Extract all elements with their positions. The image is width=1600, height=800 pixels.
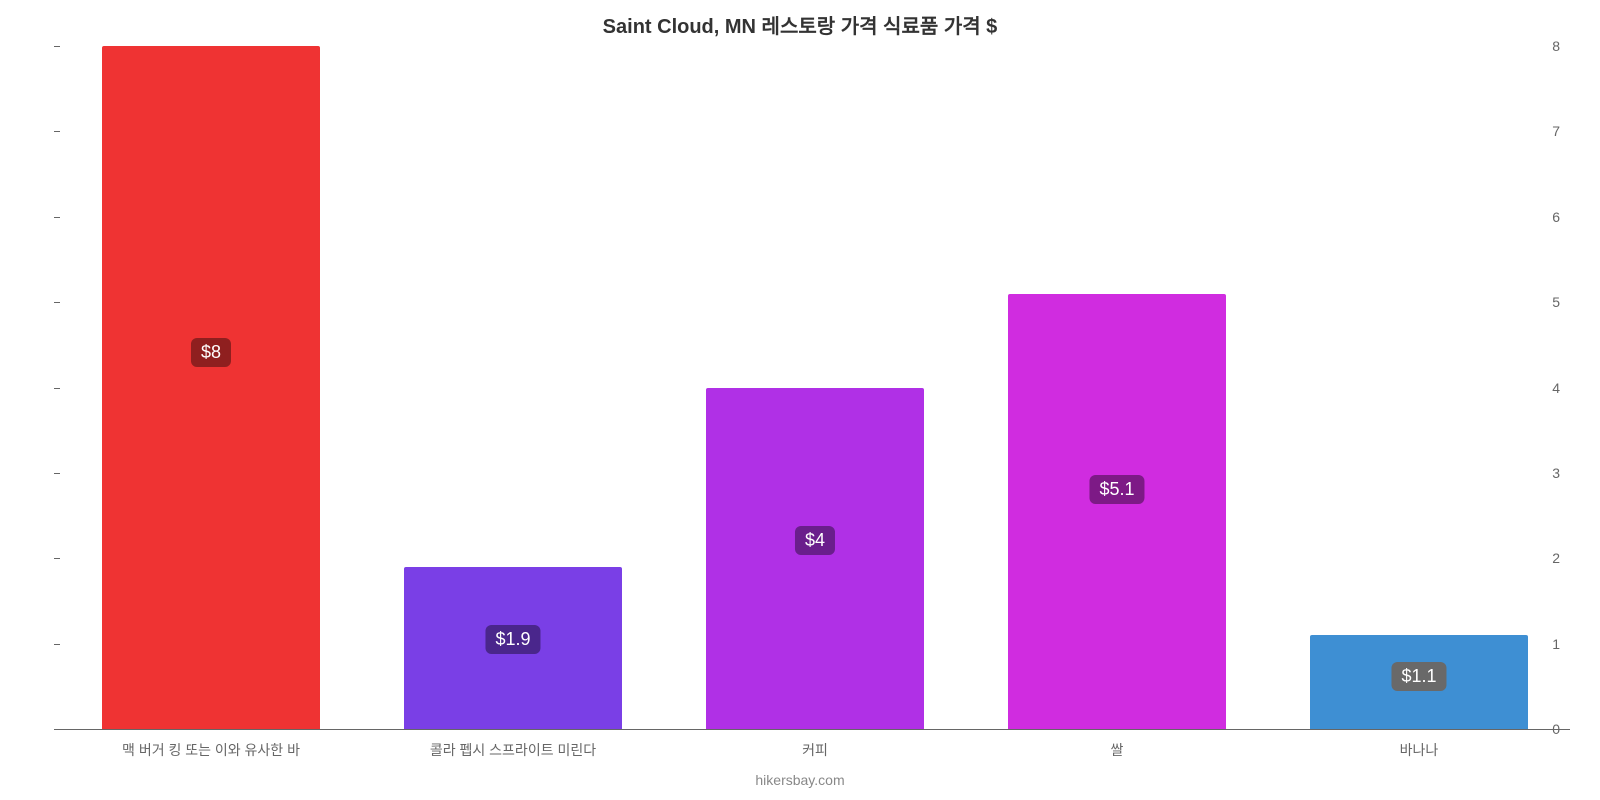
bar-value-label: $1.9 (485, 625, 540, 654)
bar-slot: $4 (664, 46, 966, 729)
x-axis-labels: 맥 버거 킹 또는 이와 유사한 바콜라 펩시 스프라이트 미린다커피쌀바나나 (60, 740, 1570, 760)
bar-value-label: $5.1 (1089, 475, 1144, 504)
x-axis-label: 맥 버거 킹 또는 이와 유사한 바 (60, 740, 362, 760)
chart-title: Saint Cloud, MN 레스토랑 가격 식료품 가격 $ (0, 10, 1600, 39)
y-tick-label: 1 (1552, 636, 1560, 652)
bar-value-label: $8 (191, 338, 231, 367)
x-axis-label: 콜라 펩시 스프라이트 미린다 (362, 740, 664, 760)
bar-slot: $5.1 (966, 46, 1268, 729)
bars-container: $8 $1.9 $4 $5.1 $1.1 (60, 46, 1570, 729)
y-tick-label: 3 (1552, 465, 1560, 481)
y-tick-label: 4 (1552, 380, 1560, 396)
bar-slot: $8 (60, 46, 362, 729)
bar: $1.9 (404, 567, 621, 729)
bar-slot: $1.1 (1268, 46, 1570, 729)
y-tick (54, 729, 60, 730)
bar: $8 (102, 46, 319, 729)
bar: $4 (706, 388, 923, 730)
y-tick-label: 2 (1552, 550, 1560, 566)
bar-value-label: $4 (795, 526, 835, 555)
bar-slot: $1.9 (362, 46, 664, 729)
x-axis-label: 쌀 (966, 740, 1268, 760)
chart-plot-area: $8$1.9$4$5.1$1.1 012345678 (60, 46, 1570, 730)
x-axis-label: 바나나 (1268, 740, 1570, 760)
bar-value-label: $1.1 (1391, 662, 1446, 691)
y-tick-label: 0 (1552, 721, 1560, 737)
y-tick-label: 7 (1552, 123, 1560, 139)
chart-footer: hikersbay.com (0, 772, 1600, 788)
x-axis-label: 커피 (664, 740, 966, 760)
bar: $1.1 (1310, 635, 1527, 729)
y-tick-label: 6 (1552, 209, 1560, 225)
y-tick-label: 5 (1552, 294, 1560, 310)
bar: $5.1 (1008, 294, 1225, 729)
y-tick-label: 8 (1552, 38, 1560, 54)
